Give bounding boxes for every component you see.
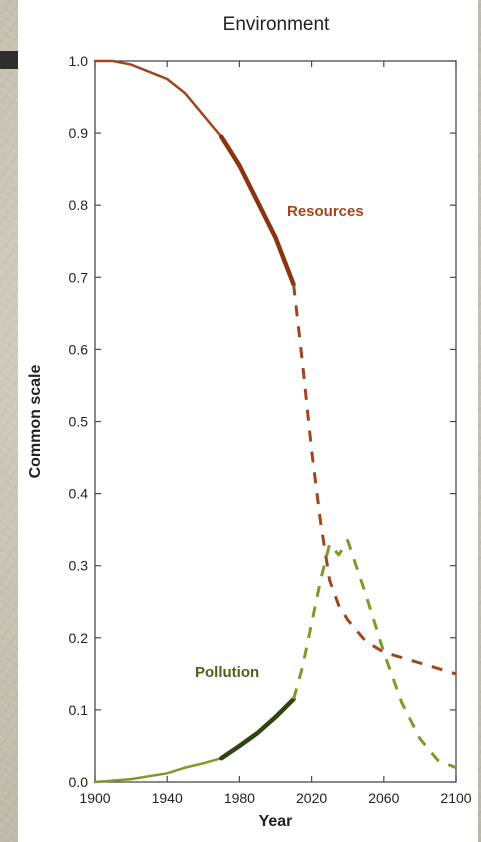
line-resources-recent: [219, 134, 296, 287]
series-lines: [93, 59, 457, 784]
line-pollution-recent: [219, 696, 296, 761]
y-tick-label: 0.2: [69, 630, 89, 646]
y-tick-label: 1.0: [69, 53, 89, 69]
x-tick-label: 2060: [368, 790, 399, 806]
x-tick-label: 1940: [152, 790, 183, 806]
y-tick-labels: 0.0 0.1 0.2 0.3 0.4 0.5 0.6 0.7 0.8 0.9 1.0: [69, 53, 89, 790]
line-resources-projection: [292, 284, 457, 676]
chart-title: Environment: [223, 14, 330, 35]
series-label-resources: Resources: [287, 203, 364, 220]
y-tick-label: 0.4: [69, 486, 89, 502]
line-pollution-projection: [292, 539, 457, 769]
x-tick-label: 1980: [224, 790, 255, 806]
axis-ticks: [94, 60, 457, 783]
y-tick-label: 0.0: [69, 774, 89, 790]
x-axis-label: Year: [259, 813, 293, 830]
y-tick-label: 0.6: [69, 341, 89, 357]
y-tick-label: 0.3: [69, 558, 89, 574]
x-tick-labels: 1900 1940 1980 2020 2060 2100: [79, 790, 471, 806]
line-resources-observed: [93, 59, 223, 138]
dark-tab-decoration: [0, 51, 22, 69]
series-label-pollution: Pollution: [195, 664, 259, 681]
y-tick-label: 0.8: [69, 197, 89, 213]
y-tick-label: 0.9: [69, 125, 89, 141]
line-pollution-observed: [93, 756, 223, 784]
plot-frame: [94, 60, 457, 783]
x-tick-label: 2020: [296, 790, 327, 806]
x-tick-label: 2100: [440, 790, 471, 806]
x-tick-label: 1900: [79, 790, 110, 806]
y-tick-label: 0.1: [69, 702, 89, 718]
y-tick-label: 0.7: [69, 269, 89, 285]
y-axis-label: Common scale: [27, 364, 44, 478]
y-tick-label: 0.5: [69, 414, 89, 430]
